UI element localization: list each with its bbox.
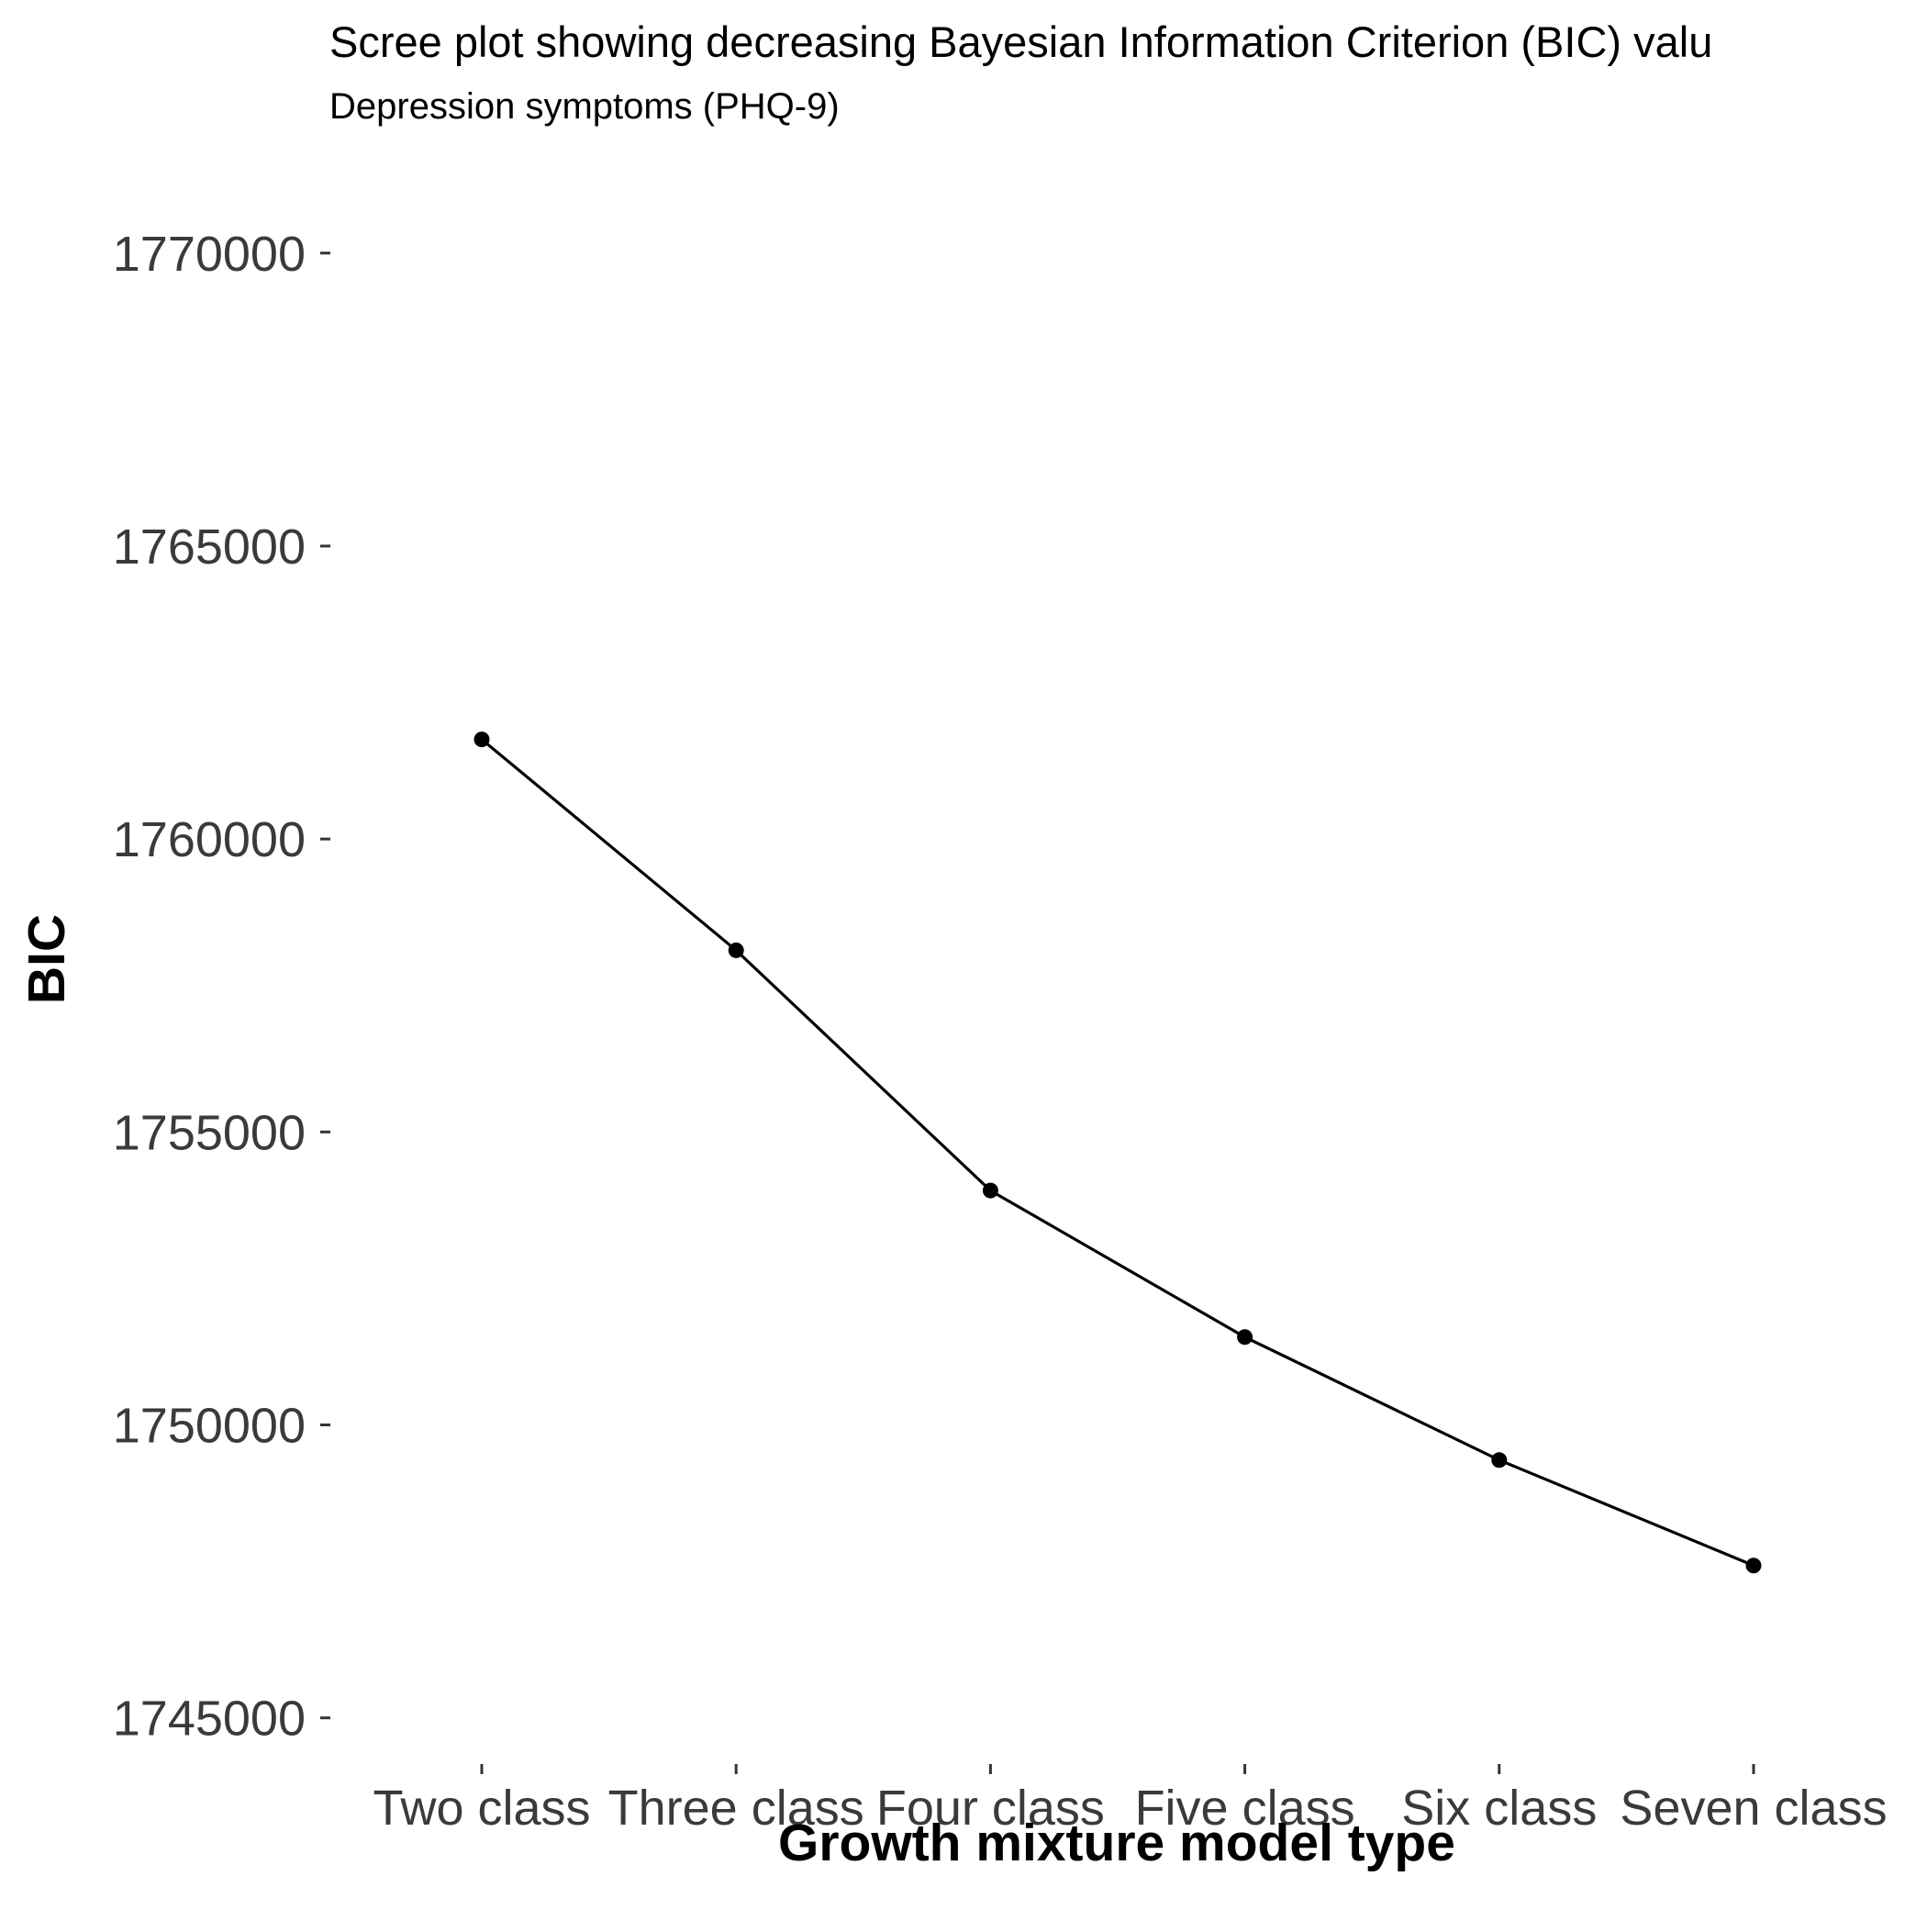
bic-series-line: [480, 738, 1754, 1568]
data-point: [728, 942, 744, 958]
x-tick-label: Three class: [608, 1781, 864, 1836]
x-tick-label: Four class: [876, 1781, 1105, 1836]
y-tick-label: 1745000: [113, 1692, 306, 1747]
x-axis-title: Growth mixture model type: [778, 1814, 1455, 1872]
data-point: [1491, 1452, 1508, 1469]
y-tick-label: 1755000: [113, 1105, 306, 1160]
x-axis: Two class Three class Four class Five class…: [373, 1764, 1888, 1836]
bic-data-points: [473, 731, 1762, 1574]
y-tick-label: 1765000: [113, 519, 306, 575]
chart-title: Scree plot showing decreasing Bayesian I…: [329, 17, 1712, 66]
x-tick-label: Six class: [1401, 1781, 1597, 1836]
y-tick-label: 1760000: [113, 812, 306, 867]
x-tick-label: Two class: [373, 1781, 590, 1836]
y-tick-label: 1750000: [113, 1399, 306, 1454]
data-point: [1237, 1329, 1253, 1346]
x-tick-label: Five class: [1135, 1781, 1355, 1836]
chart-subtitle: Depression symptoms (PHQ-9): [329, 86, 840, 127]
y-axis: 1745000 1750000 1755000 1760000 1765000 17700…: [113, 227, 330, 1747]
data-point: [473, 731, 490, 748]
x-tick-label: Seven class: [1620, 1781, 1887, 1836]
data-point: [1745, 1558, 1762, 1574]
y-axis-title: BIC: [17, 914, 76, 1004]
data-point: [982, 1182, 998, 1199]
y-tick-label: 1770000: [113, 227, 306, 282]
